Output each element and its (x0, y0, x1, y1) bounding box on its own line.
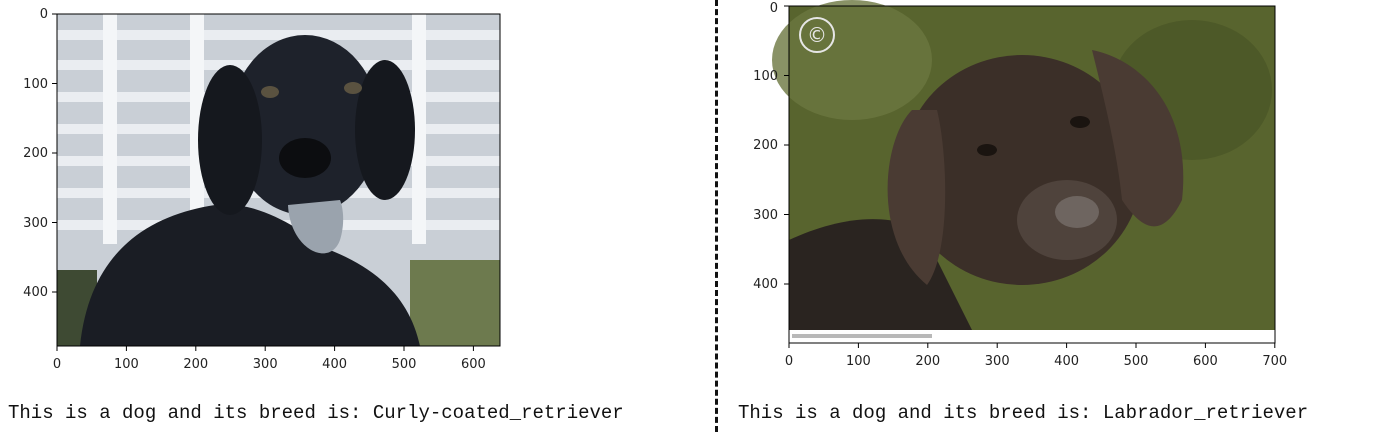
x-tick-label: 700 (1262, 354, 1287, 369)
x-tick-label: 600 (461, 357, 486, 372)
y-tick-label: 0 (770, 1, 778, 16)
left-image-plot: 0 100 200 300 400 500 600 0 100 200 300 … (23, 7, 501, 372)
y-tick-label: 100 (753, 69, 778, 84)
x-tick-label: 200 (183, 357, 208, 372)
x-tick-label: 300 (985, 354, 1010, 369)
right-breed-caption: This is a dog and its breed is: Labrador… (738, 402, 1309, 424)
x-tick-label: 400 (1054, 354, 1079, 369)
y-tick-label: 300 (753, 208, 778, 223)
right-axes-frame (788, 5, 1276, 344)
x-tick-label: 100 (846, 354, 871, 369)
y-tick-label: 200 (753, 138, 778, 153)
y-tick-label: 400 (23, 285, 48, 300)
x-tick-label: 600 (1193, 354, 1218, 369)
left-x-axis: 0 100 200 300 400 500 600 (53, 346, 486, 372)
y-tick-label: 400 (753, 277, 778, 292)
left-y-axis: 0 100 200 300 400 (23, 7, 57, 300)
x-tick-label: 100 (114, 357, 139, 372)
x-tick-label: 200 (915, 354, 940, 369)
left-breed-caption: This is a dog and its breed is: Curly-co… (8, 402, 624, 424)
left-axes-frame (56, 13, 501, 347)
right-x-axis: 0 100 200 300 400 500 600 700 (785, 343, 1287, 369)
y-tick-label: 300 (23, 216, 48, 231)
left-figure-panel: 0 100 200 300 400 500 600 0 100 200 300 … (8, 7, 624, 424)
x-tick-label: 500 (1124, 354, 1149, 369)
left-dog-image (57, 14, 500, 346)
x-tick-label: 0 (785, 354, 793, 369)
right-y-axis: 0 100 200 300 400 (753, 1, 789, 292)
x-tick-label: 400 (322, 357, 347, 372)
y-tick-label: 200 (23, 146, 48, 161)
x-tick-label: 500 (392, 357, 417, 372)
y-tick-label: 0 (40, 7, 48, 22)
dashed-divider (715, 0, 718, 432)
y-tick-label: 100 (23, 77, 48, 92)
x-tick-label: 300 (253, 357, 278, 372)
watermark-copyright-icon (799, 17, 835, 53)
x-tick-label: 0 (53, 357, 61, 372)
right-figure-panel: © 0 100 200 300 400 500 600 700 (722, 0, 1400, 432)
watermark-symbol: © (807, 23, 827, 47)
right-image-plot: © 0 100 200 300 400 500 600 700 (753, 0, 1287, 369)
tiny-footer-text (792, 334, 932, 338)
right-dog-image: © (772, 0, 1275, 343)
